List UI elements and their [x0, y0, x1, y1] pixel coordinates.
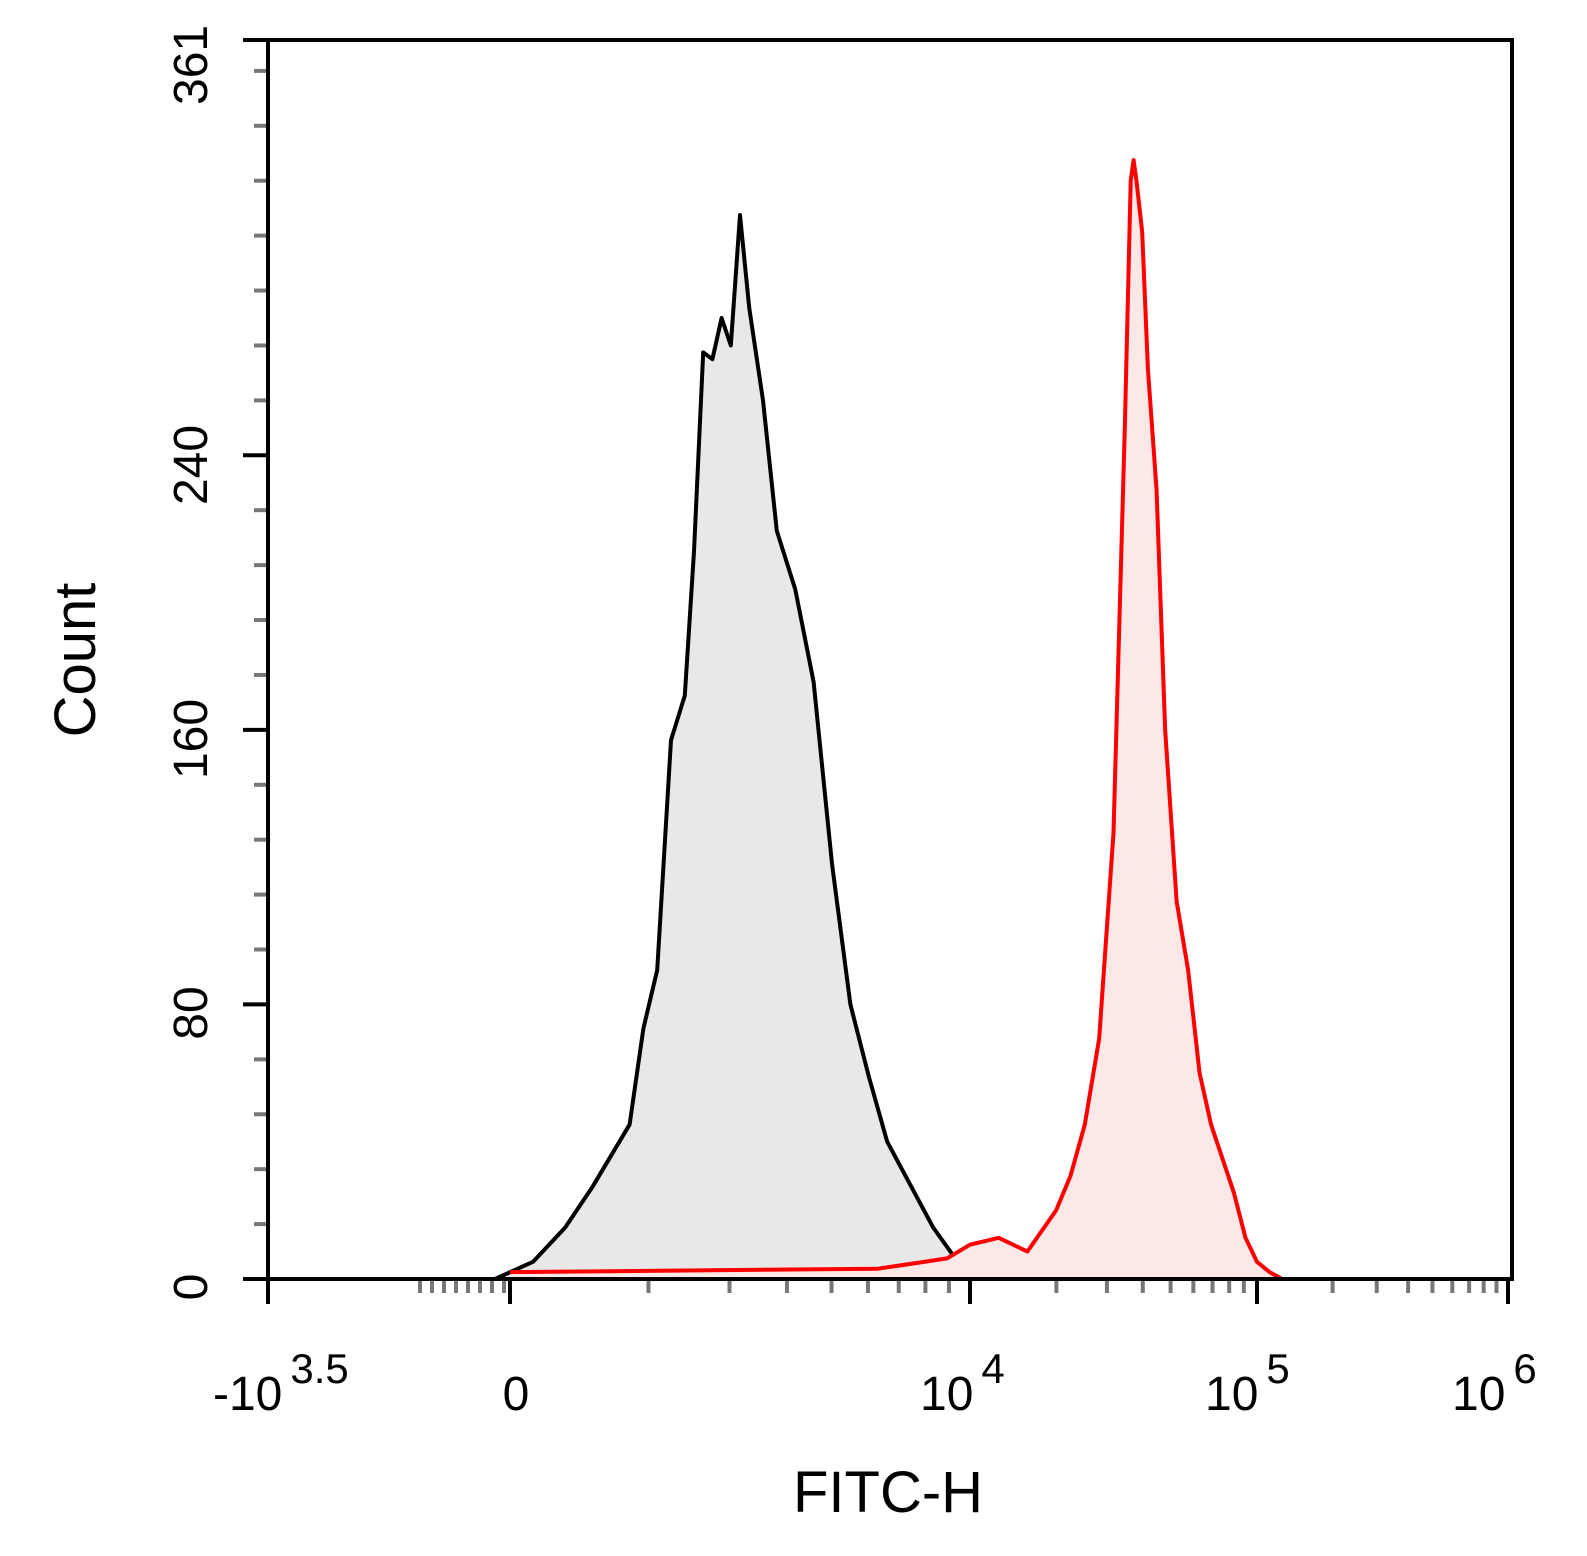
series-line-0 [494, 213, 972, 1281]
x-tick-label-10-6: 10 6 [1452, 1345, 1537, 1421]
x-axis-title: FITC-H [793, 1460, 983, 1525]
minor-ticks [254, 68, 1499, 1293]
series-line-1 [509, 158, 1284, 1281]
series-layer [494, 158, 1284, 1281]
x-tick-base: 10 [920, 1368, 973, 1421]
x-tick-exp: 4 [981, 1345, 1004, 1392]
y-tick-label-80: 80 [165, 986, 218, 1039]
x-tick-label-10-4: 10 4 [920, 1345, 1005, 1421]
x-tick-base: 10 [1452, 1368, 1505, 1421]
x-tick-base: -10 [213, 1368, 282, 1421]
x-tick-base: 10 [1205, 1368, 1258, 1421]
series-area-1 [510, 160, 1283, 1280]
x-tick-label-10-5: 10 5 [1205, 1345, 1290, 1421]
y-tick-label-240: 240 [165, 425, 218, 505]
series-area-0 [495, 215, 970, 1279]
y-tick-label-361: 361 [165, 25, 218, 105]
plot-frame [266, 38, 1514, 1281]
y-axis-title: Count [43, 583, 108, 738]
y-tick-label-0: 0 [165, 1274, 218, 1301]
x-tick-exp: 3.5 [290, 1345, 348, 1392]
x-tick-label-0: 0 [503, 1368, 530, 1421]
x-tick-exp: 5 [1266, 1345, 1289, 1392]
x-tick-exp: 6 [1513, 1345, 1536, 1392]
x-tick-label-neg-10-3.5: -10 3.5 [213, 1345, 349, 1421]
y-tick-label-160: 160 [165, 699, 218, 779]
major-ticks [243, 38, 1510, 1304]
